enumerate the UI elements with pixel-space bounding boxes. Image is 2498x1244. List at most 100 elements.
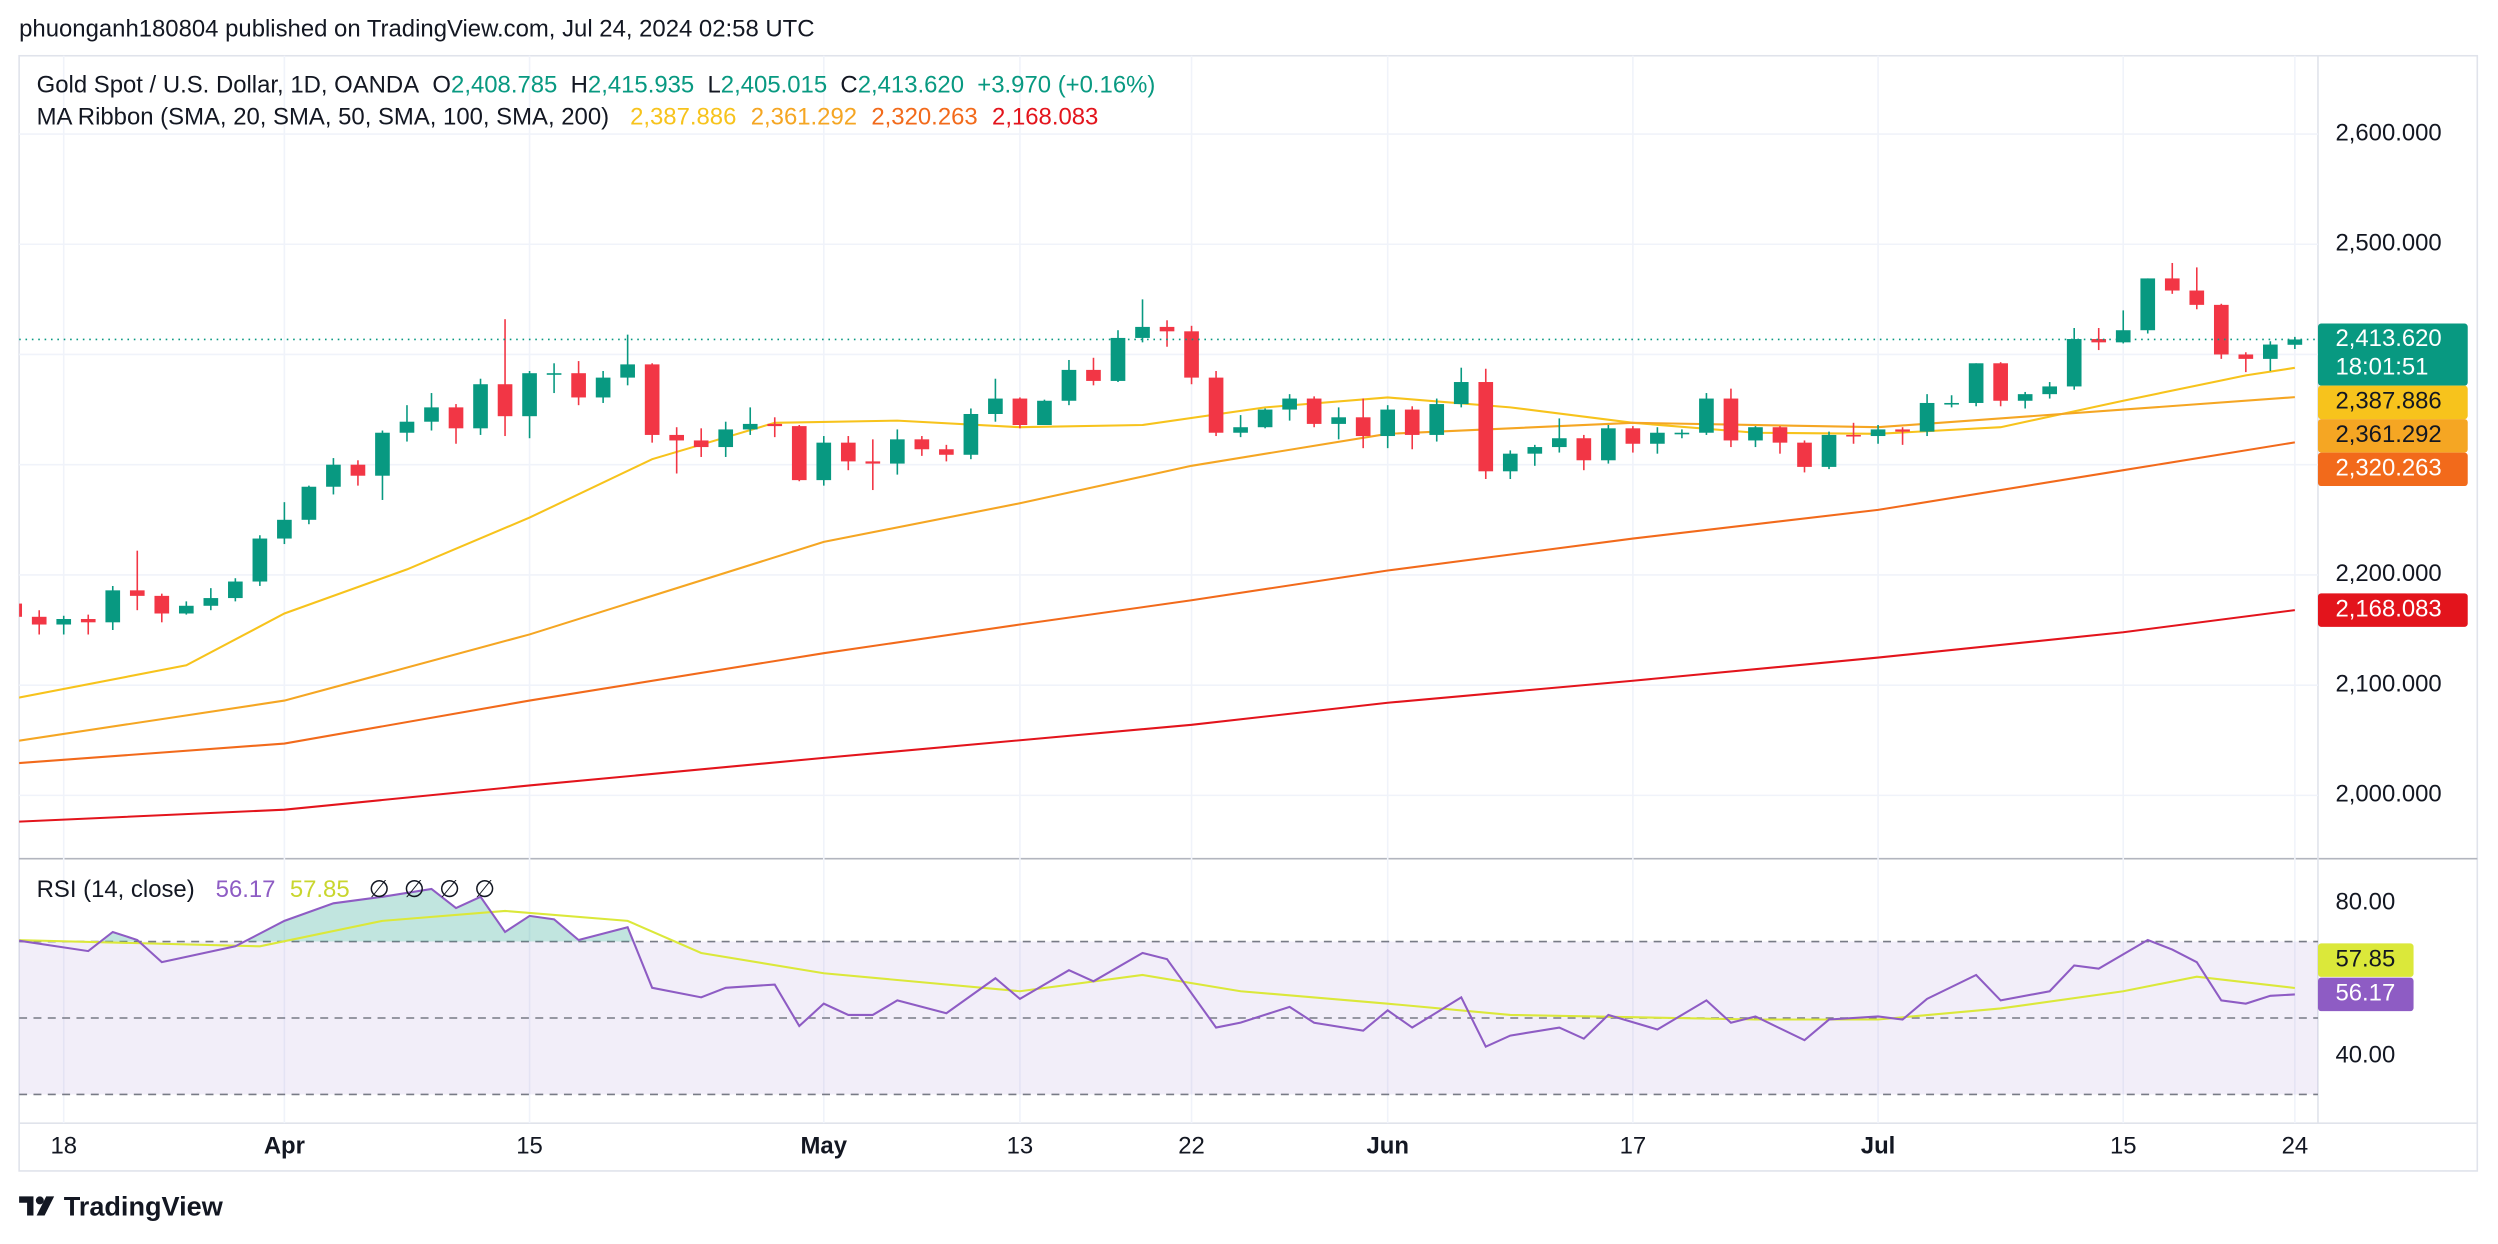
ma-line — [19, 396, 2295, 742]
current-price-box — [2317, 323, 2468, 386]
ma-value-label: 2,320.263 — [2335, 455, 2441, 482]
rsi-flag: ∅ — [368, 876, 390, 904]
candle-body — [1478, 382, 1494, 472]
x-tick-label: 15 — [2110, 1132, 2137, 1159]
ohlc-key: H — [570, 71, 588, 99]
rsi-value: 56.17 — [215, 876, 276, 904]
symbol-legend: Gold Spot / U.S. Dollar, 1D, OANDA O2,40… — [37, 70, 1156, 102]
rsi-flag: ∅ — [403, 876, 425, 904]
candle-body — [644, 364, 660, 435]
candle-body — [1846, 434, 1861, 437]
ohlc-key: L — [707, 71, 721, 99]
ma-value-label: 2,387.886 — [2335, 388, 2441, 415]
candle-body — [473, 384, 488, 429]
candle-body — [252, 538, 268, 582]
candle-body — [595, 377, 611, 398]
ma-value-box — [2317, 593, 2468, 627]
candle-body — [2091, 339, 2107, 343]
y-tick-label: 2,500.000 — [2335, 230, 2441, 257]
candle-body — [178, 605, 194, 614]
rsi-line — [19, 887, 2295, 1049]
candle-body — [2115, 330, 2131, 343]
candle-body — [791, 426, 807, 481]
ma-value: 2,168.083 — [992, 103, 1099, 131]
candle-body — [1870, 429, 1886, 437]
ohlc-value: 2,413.620 — [857, 71, 965, 99]
candle-body — [1576, 438, 1592, 461]
ohlc-key: C — [840, 71, 858, 99]
candle-body — [1037, 400, 1052, 426]
candle-body — [1797, 442, 1812, 467]
brand: TradingView — [63, 1191, 223, 1222]
candle-body — [31, 616, 47, 625]
candle-body — [2189, 290, 2205, 305]
candle-body — [1895, 429, 1910, 432]
candle-body — [1355, 417, 1371, 437]
candle-body — [277, 519, 292, 539]
candle-body — [1772, 427, 1788, 443]
candle-body — [571, 373, 586, 398]
candle-body — [816, 442, 832, 481]
candle-body — [497, 384, 513, 417]
tradingview-logo — [19, 1196, 55, 1216]
candle-body — [1944, 402, 1959, 405]
rsi-tick-label: 80.00 — [2335, 889, 2395, 916]
candle-body — [742, 423, 758, 430]
candle-body — [693, 440, 709, 448]
candle-body — [56, 619, 72, 625]
candle-body — [2263, 344, 2278, 359]
candle-body — [154, 595, 170, 614]
ma-value-label: 2,361.292 — [2335, 421, 2441, 448]
ma-value-box — [2317, 452, 2468, 487]
publish-info: phuonganh180804 published on TradingView… — [19, 15, 815, 44]
y-tick-label: 2,100.000 — [2335, 670, 2441, 697]
candle-body — [963, 413, 979, 455]
rsi-legend: RSI (14, close) 56.17 57.85 ∅ ∅ ∅ ∅ — [37, 875, 495, 907]
ma-legend: MA Ribbon (SMA, 20, SMA, 50, SMA, 100, S… — [37, 102, 1099, 134]
candle-body — [1748, 427, 1763, 441]
candle-body — [1502, 453, 1518, 472]
candle-body — [19, 603, 23, 617]
ma-value: 2,361.292 — [750, 103, 858, 131]
candle-body — [1919, 402, 1935, 432]
candle-body — [840, 442, 856, 462]
candle-body — [2287, 339, 2303, 345]
rsi-value-box — [2317, 977, 2414, 1012]
candle-body — [2042, 386, 2058, 395]
candle-body — [1208, 377, 1224, 433]
x-tick-label: May — [801, 1132, 848, 1159]
countdown-label: 18:01:51 — [2335, 353, 2428, 380]
ma-value-label: 2,168.083 — [2335, 595, 2441, 622]
y-tick-label: 2,000.000 — [2335, 781, 2441, 808]
candle-body — [1968, 363, 1984, 403]
candle-body — [2164, 278, 2180, 291]
candle-body — [1184, 331, 1199, 378]
rsi-value-label: 57.85 — [2335, 945, 2395, 972]
candle-body — [865, 461, 881, 464]
candle-body — [1993, 363, 2008, 401]
rsi-title: RSI (14, close) — [36, 876, 195, 904]
candle-body — [1233, 427, 1248, 433]
candle-body — [1551, 438, 1567, 448]
symbol-name: Gold Spot / U.S. Dollar, 1D, OANDA — [36, 71, 420, 99]
x-tick-label: 15 — [516, 1132, 543, 1159]
candle-body — [1527, 447, 1543, 454]
rsi-value-label: 56.17 — [2335, 980, 2395, 1007]
logo-part — [36, 1196, 55, 1216]
price-change: +3.970 (+0.16%) — [977, 71, 1156, 99]
candle-body — [228, 581, 243, 599]
candle-body — [1723, 398, 1739, 441]
candle-body — [1404, 409, 1420, 435]
candle-body — [988, 398, 1003, 414]
candle-body — [1086, 369, 1101, 381]
candle-body — [375, 432, 390, 476]
logo-part — [19, 1196, 34, 1216]
candle-body — [1257, 409, 1273, 428]
ma-line — [19, 441, 2296, 765]
candle-body — [1331, 417, 1346, 424]
candle-body — [1601, 428, 1616, 461]
candle-body — [448, 407, 464, 429]
candle-body — [669, 434, 685, 441]
candle-body — [939, 449, 954, 455]
